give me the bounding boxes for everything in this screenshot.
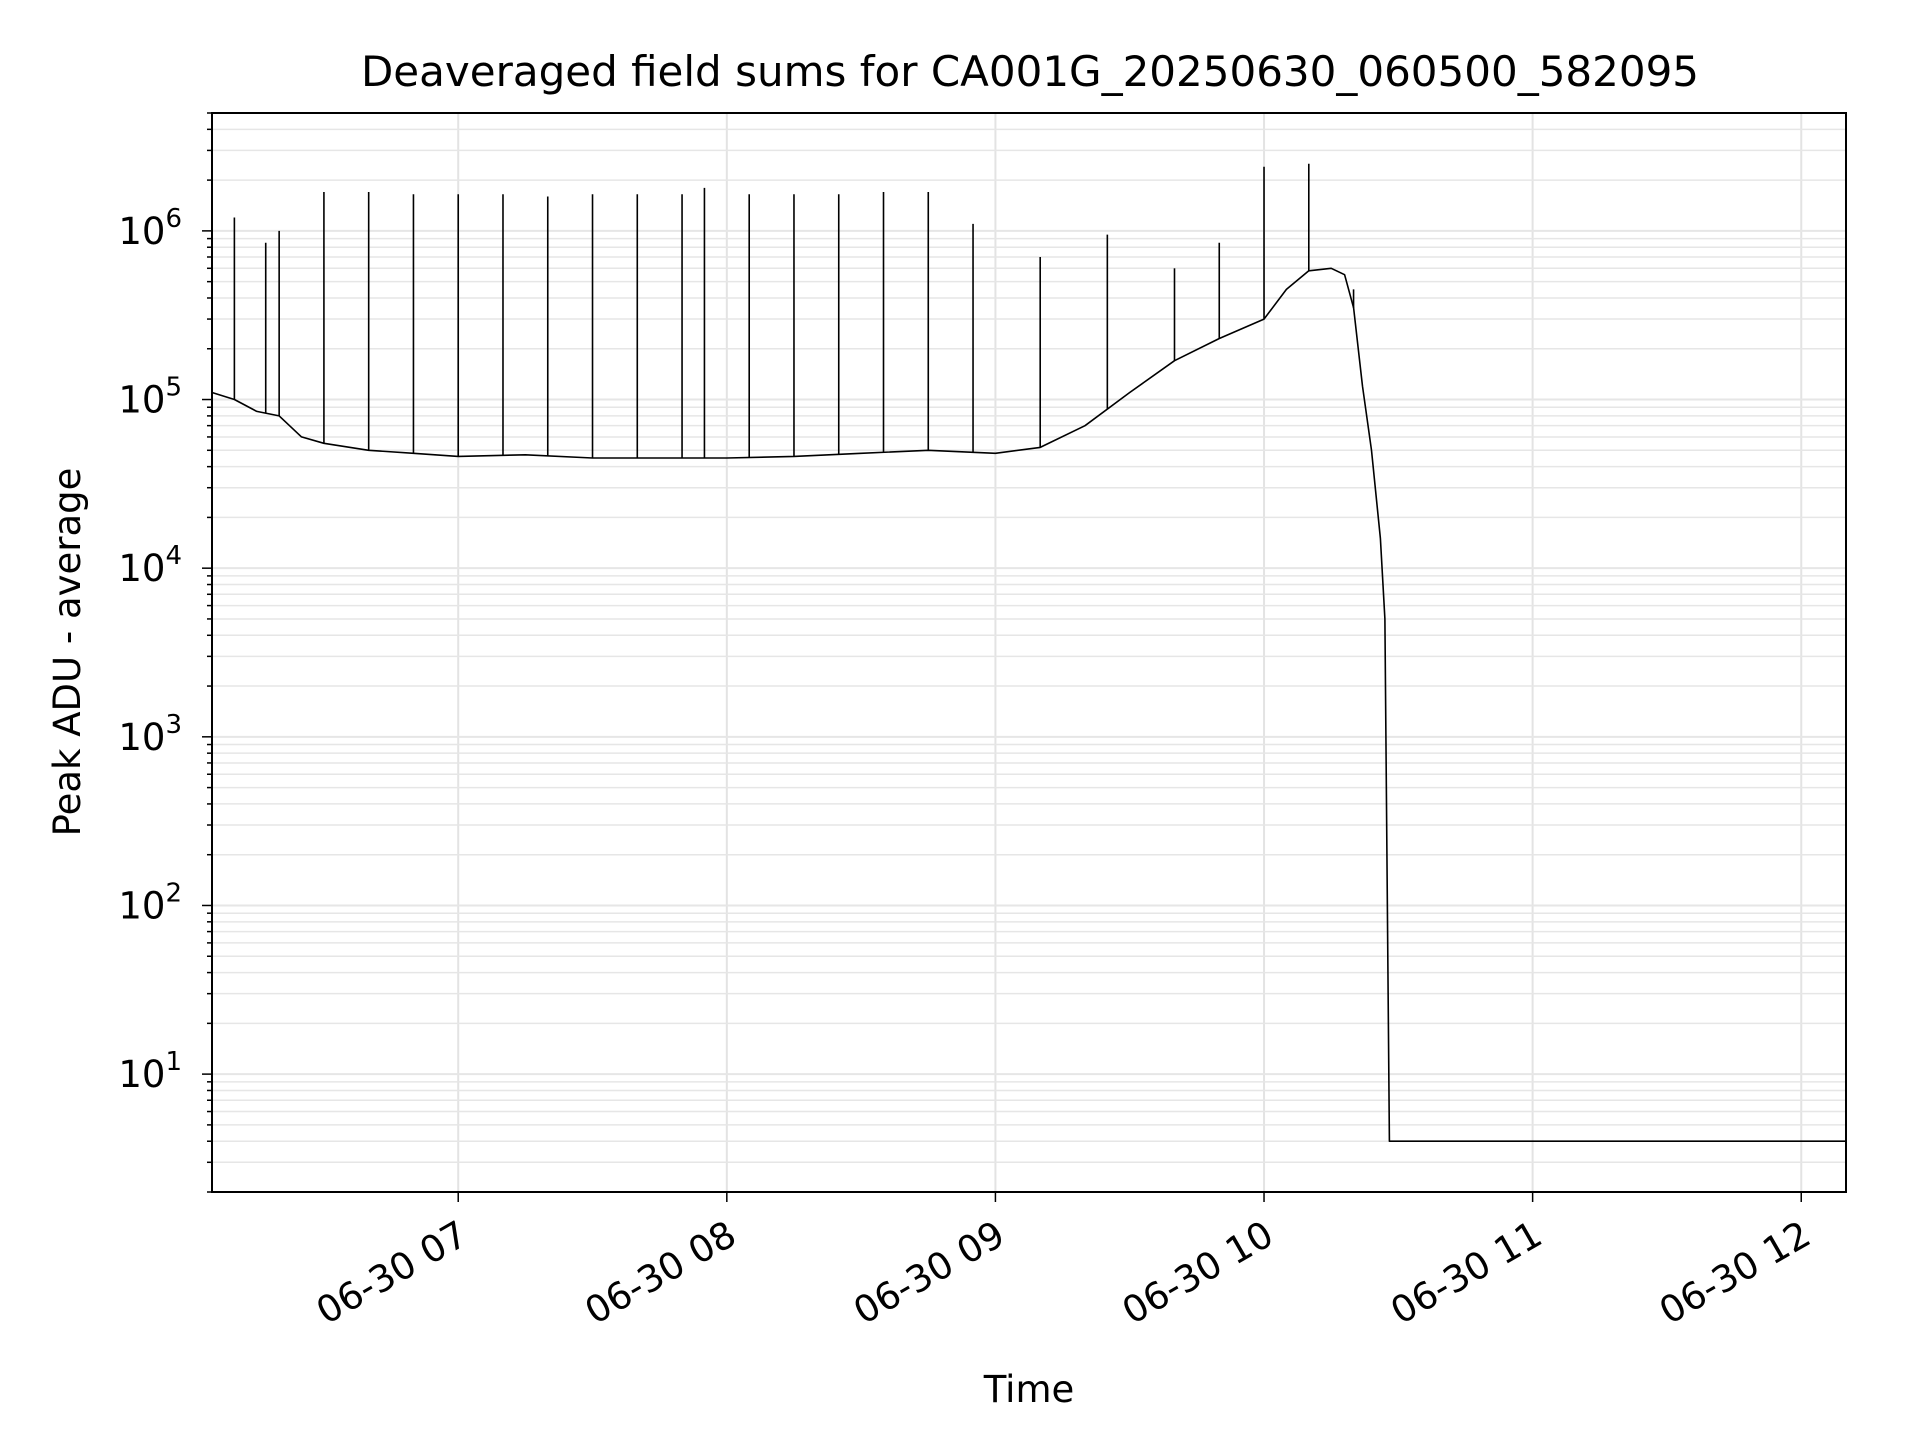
ticks: 101 102 103 104 105 106 06-30 07 06-30 08 06-30 … bbox=[118, 112, 1818, 1333]
y-tick-label: 105 bbox=[118, 373, 182, 422]
y-tick-label: 104 bbox=[118, 541, 182, 590]
grid bbox=[212, 112, 1846, 1193]
x-tick-label: 06-30 07 bbox=[309, 1213, 475, 1333]
chart-title: Deaveraged field sums for CA001G_2025063… bbox=[361, 47, 1699, 96]
x-tick-label: 06-30 09 bbox=[846, 1213, 1012, 1333]
y-tick-label: 103 bbox=[118, 710, 182, 759]
y-axis-label: Peak ADU - average bbox=[46, 468, 89, 837]
x-tick-label: 06-30 12 bbox=[1652, 1213, 1818, 1333]
axes-frame bbox=[211, 112, 1847, 1193]
x-tick-label: 06-30 11 bbox=[1384, 1213, 1550, 1333]
x-axis-label: Time bbox=[983, 1368, 1075, 1411]
y-tick-label: 101 bbox=[118, 1047, 182, 1096]
y-tick-label: 102 bbox=[118, 878, 182, 927]
y-tick-label: 106 bbox=[118, 204, 182, 253]
x-tick-label: 06-30 08 bbox=[578, 1213, 744, 1333]
plot-area bbox=[211, 163, 1846, 1142]
series-line bbox=[211, 267, 1846, 1142]
x-tick-label: 06-30 10 bbox=[1115, 1213, 1281, 1333]
